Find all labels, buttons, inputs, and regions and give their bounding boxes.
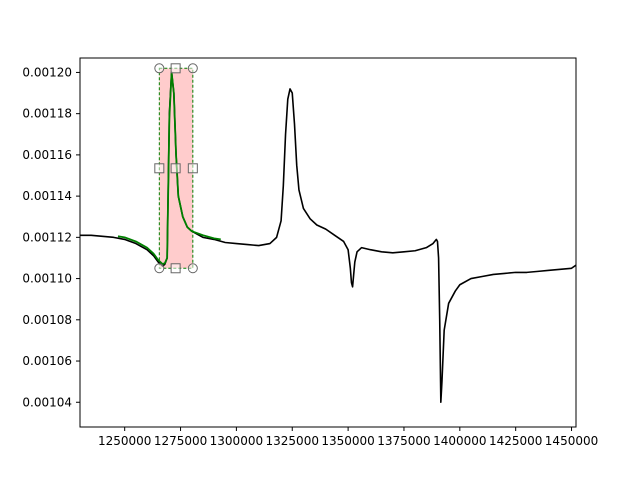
selection-handles[interactable] (154, 63, 198, 274)
y-tick-label: 0.00114 (22, 189, 72, 203)
y-tick-label: 0.00118 (22, 107, 72, 121)
x-axis: 1250000 1275000 1300000 1325000 1350000 13750… (98, 427, 598, 448)
x-tick-label: 1275000 (154, 434, 207, 448)
edge-handle-3[interactable] (170, 163, 181, 174)
x-tick-label: 1300000 (210, 434, 263, 448)
y-axis: 0.00104 0.00106 0.00108 0.00110 0.00112 0.001… (22, 65, 80, 409)
corner-handle-4[interactable] (187, 263, 198, 274)
corner-handle-2[interactable] (187, 63, 198, 74)
x-tick-label: 1250000 (98, 434, 151, 448)
corner-handle-1[interactable] (154, 63, 165, 74)
y-tick-label: 0.00106 (22, 354, 72, 368)
x-tick-label: 1350000 (321, 434, 374, 448)
x-tick-label: 1375000 (377, 434, 430, 448)
y-tick-label: 0.00112 (22, 230, 72, 244)
edge-handle-5[interactable] (170, 263, 181, 274)
x-tick-label: 1425000 (489, 434, 542, 448)
x-tick-label: 1400000 (433, 434, 486, 448)
edge-handle-1[interactable] (170, 63, 181, 74)
corner-handle-3[interactable] (154, 263, 165, 274)
x-tick-label: 1325000 (266, 434, 319, 448)
x-tick-label: 1450000 (545, 434, 598, 448)
y-tick-label: 0.00108 (22, 313, 72, 327)
series-line-2 (117, 71, 221, 266)
y-tick-label: 0.00120 (22, 65, 72, 79)
plot-frame (79, 57, 577, 428)
y-tick-label: 0.00116 (22, 148, 72, 162)
y-tick-label: 0.00104 (22, 395, 72, 409)
edge-handle-4[interactable] (187, 163, 198, 174)
y-tick-label: 0.00110 (22, 272, 72, 286)
edge-handle-2[interactable] (154, 163, 165, 174)
